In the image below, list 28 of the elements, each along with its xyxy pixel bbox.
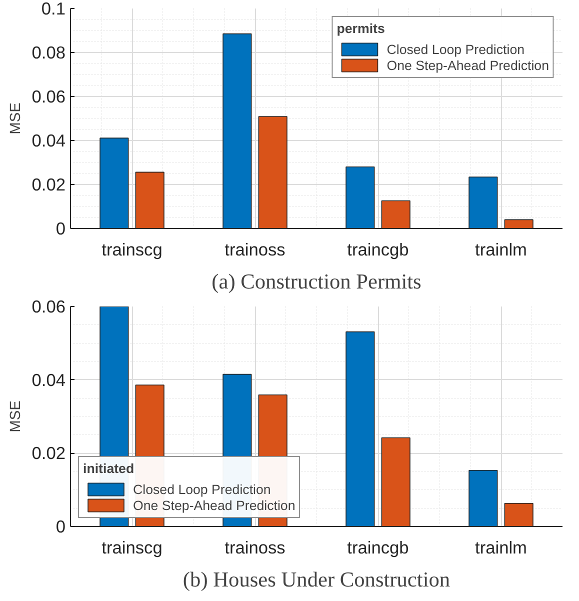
- y-tick-label: 0.02: [32, 443, 66, 464]
- text: (a) Construction Permits: [212, 270, 422, 294]
- x-tick-label: traincgb: [347, 538, 409, 558]
- y-tick-label: 0.02: [32, 174, 66, 194]
- legend-label: Closed Loop Prediction: [133, 481, 271, 497]
- x-tick-label: trainlm: [475, 538, 528, 558]
- legend-label: One Step-Ahead Prediction: [133, 497, 296, 513]
- y-tick-label: 0.04: [32, 130, 66, 150]
- x-tick-label: traincgb: [347, 240, 409, 260]
- y-tick-label: 0.06: [32, 86, 66, 106]
- y-tick-label: 0.08: [32, 42, 66, 62]
- y-tick-label: 0: [56, 516, 66, 536]
- y-axis-title: MSE: [8, 400, 24, 432]
- x-tick-label: trainscg: [102, 538, 162, 558]
- x-tick-label: trainlm: [475, 240, 528, 260]
- x-tick-label: trainscg: [102, 240, 162, 260]
- y-tick-label: 0.04: [32, 370, 66, 390]
- legend-title: initiated: [83, 461, 136, 476]
- y-tick-label: 0.1: [41, 0, 66, 18]
- legend-label: One Step-Ahead Prediction: [386, 57, 549, 73]
- legend-label: Closed Loop Prediction: [386, 41, 525, 57]
- y-tick-label: 0.06: [32, 296, 66, 316]
- text: (b) Houses Under Construction: [182, 568, 450, 592]
- legend-title: permits: [336, 21, 386, 36]
- x-tick-label: trainoss: [224, 240, 286, 260]
- x-tick-label: trainoss: [224, 538, 286, 558]
- y-axis-title: MSE: [8, 102, 24, 134]
- y-tick-label: 0: [56, 218, 66, 238]
